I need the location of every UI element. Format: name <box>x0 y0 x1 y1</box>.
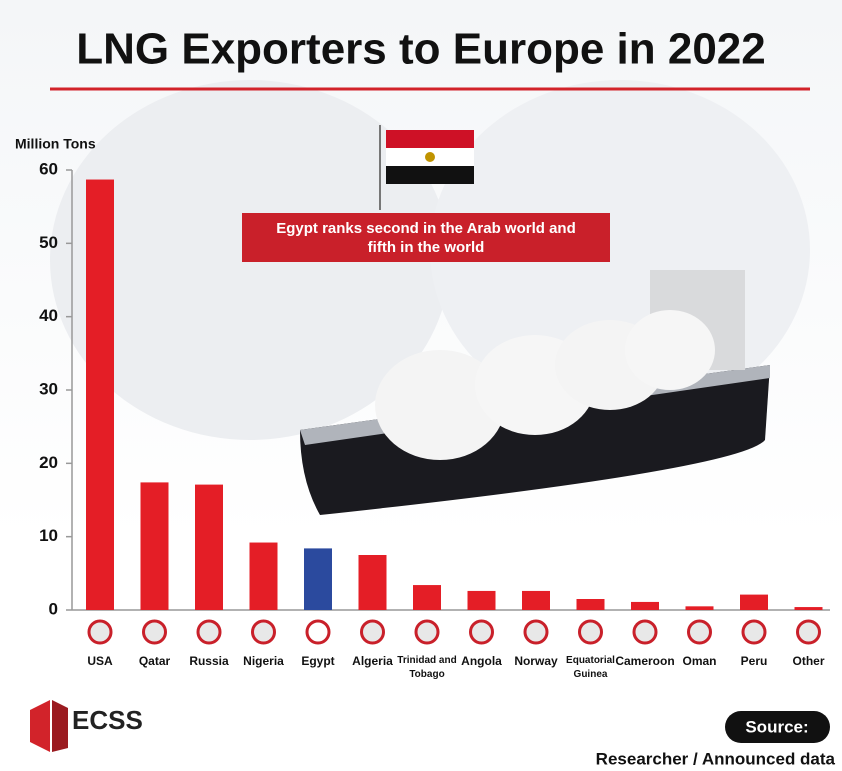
flag-icon <box>687 619 712 645</box>
flag-icon <box>469 619 494 645</box>
flag-stripe <box>386 166 474 184</box>
flag-icon <box>142 619 167 645</box>
flag-stripe <box>386 130 474 148</box>
x-tick-label: Other <box>792 654 825 668</box>
flag-icon <box>741 619 767 645</box>
bar <box>413 585 441 610</box>
source-badge <box>725 711 830 743</box>
x-tick-label: Algeria <box>352 654 393 668</box>
flag-icon <box>632 619 658 645</box>
bar <box>358 555 387 610</box>
y-tick-label: 20 <box>39 453 58 472</box>
bar <box>195 484 223 610</box>
flag-icon <box>360 619 385 645</box>
flag-icon <box>414 619 440 645</box>
source: Researcher / Announced data <box>596 749 836 768</box>
x-tick-label: Oman <box>682 654 717 668</box>
bar <box>522 590 550 610</box>
bar <box>685 606 714 610</box>
flag-icon <box>796 619 821 645</box>
x-tick-label: Norway <box>514 654 558 668</box>
x-tick-label: Egypt <box>301 654 335 668</box>
bar <box>249 542 278 610</box>
x-tick-label: Nigeria <box>243 654 284 668</box>
x-tick-label: Equatorial Guinea <box>566 655 615 680</box>
bar <box>794 607 823 610</box>
x-tick-label: Cameroon <box>615 654 675 668</box>
bar <box>86 179 114 611</box>
flag-icon <box>305 619 331 645</box>
ship <box>300 270 770 515</box>
logo: ECSS <box>30 700 143 752</box>
chart-title: LNG Exporters to Europe in 2022 <box>76 25 766 74</box>
y-tick-label: 30 <box>39 379 58 398</box>
y-tick-label: 60 <box>39 159 58 178</box>
x-tick-label: Peru <box>740 654 768 668</box>
y-tick-label: 50 <box>39 233 58 252</box>
y-tick-label: 0 <box>49 599 58 618</box>
bar <box>740 594 768 610</box>
x-tick-label: Trinidad and Tobago <box>397 655 457 680</box>
bar <box>576 599 605 610</box>
flag-icon <box>251 619 276 645</box>
y-axis-label: Million Tons <box>15 136 96 152</box>
flag-icon <box>196 619 222 645</box>
logo-text: ECSS <box>72 705 143 735</box>
x-tick-label: Qatar <box>138 654 171 668</box>
y-tick-label: 10 <box>39 526 58 545</box>
flag-emblem <box>425 152 435 162</box>
flag-icon <box>87 619 113 645</box>
x-tick-label: USA <box>87 654 113 668</box>
flag-icon <box>523 619 549 645</box>
y-tick-label: 40 <box>39 306 58 325</box>
x-tick-label: Russia <box>189 654 229 668</box>
bar <box>631 601 659 610</box>
flag-icon <box>578 619 603 645</box>
bar <box>140 482 169 610</box>
x-tick-label: Angola <box>461 654 502 668</box>
annotation: Egypt ranks second in the Arab world and… <box>242 213 610 262</box>
bar <box>467 590 496 610</box>
bar <box>304 548 332 610</box>
source-title: Source: <box>745 717 808 736</box>
